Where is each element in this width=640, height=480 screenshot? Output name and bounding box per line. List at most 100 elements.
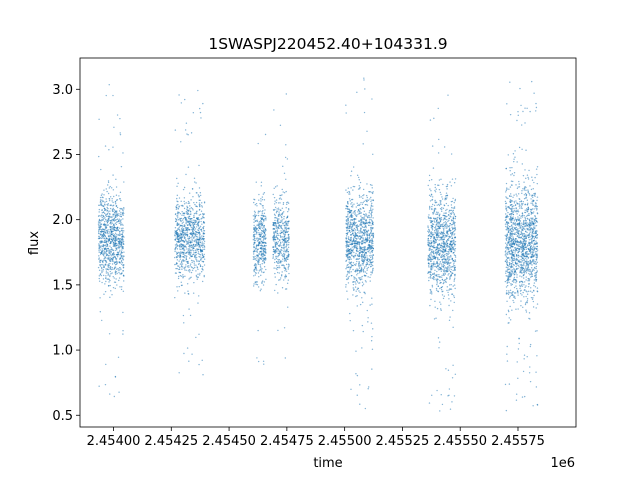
data-point (260, 198, 262, 200)
data-point (179, 240, 181, 242)
data-point (183, 259, 185, 262)
data-point (121, 236, 123, 238)
data-point (433, 278, 435, 281)
data-point (197, 268, 199, 271)
data-point (257, 260, 259, 262)
data-point (183, 236, 186, 238)
data-point (514, 210, 517, 213)
data-point (200, 218, 202, 220)
data-point (108, 333, 111, 335)
data-point (448, 258, 450, 260)
data-point (116, 261, 119, 263)
data-point (370, 230, 373, 233)
data-point (441, 247, 443, 249)
data-point (361, 284, 364, 287)
data-point (188, 308, 190, 310)
data-point (351, 226, 353, 228)
data-point (447, 214, 450, 216)
data-point (113, 126, 115, 128)
data-point (371, 258, 373, 261)
data-point (274, 242, 276, 244)
data-point (348, 241, 350, 243)
data-point (516, 287, 518, 290)
data-point (272, 193, 274, 196)
data-point (263, 363, 265, 365)
data-point (352, 329, 355, 332)
data-point (184, 252, 187, 255)
data-point (104, 217, 106, 219)
data-point (273, 228, 276, 230)
data-point (288, 209, 290, 211)
data-point (369, 276, 371, 279)
data-point (107, 235, 110, 237)
data-point (440, 237, 443, 239)
data-point (286, 158, 289, 160)
data-point (364, 237, 367, 239)
data-point (349, 257, 351, 259)
data-point (369, 237, 371, 239)
data-point (429, 219, 431, 222)
data-point (122, 240, 125, 243)
data-point (107, 215, 109, 218)
data-point (109, 268, 111, 271)
data-point (371, 184, 373, 187)
data-point (453, 182, 456, 184)
data-point (431, 145, 434, 147)
data-point (286, 282, 289, 285)
data-point (115, 257, 117, 260)
data-point (189, 269, 191, 271)
data-point (431, 220, 433, 222)
data-point (101, 281, 103, 284)
data-point (98, 251, 100, 253)
data-point (193, 260, 195, 263)
data-point (280, 252, 282, 255)
data-point (192, 231, 194, 233)
data-point (449, 316, 451, 318)
data-point (190, 244, 192, 246)
data-point (363, 229, 365, 231)
data-point (350, 239, 352, 242)
data-point (523, 189, 525, 191)
data-point (355, 249, 358, 252)
data-point (114, 256, 116, 258)
data-point (260, 200, 262, 202)
data-point (345, 207, 347, 210)
data-point (452, 219, 454, 222)
data-point (352, 166, 355, 168)
data-point (442, 223, 444, 225)
data-point (440, 217, 443, 219)
data-point (360, 264, 362, 266)
data-point (274, 258, 276, 261)
data-point (446, 232, 449, 234)
data-point (122, 333, 124, 335)
data-point (444, 195, 447, 197)
data-point (453, 262, 455, 265)
data-point (532, 268, 534, 270)
data-point (103, 194, 105, 196)
data-point (346, 270, 349, 273)
data-point (437, 337, 440, 339)
data-point (454, 266, 456, 269)
data-point (354, 269, 357, 271)
data-point (369, 280, 371, 282)
data-point (183, 212, 185, 214)
data-point (278, 252, 281, 254)
data-point (188, 257, 191, 259)
data-point (359, 247, 362, 249)
data-point (452, 264, 455, 266)
data-point (196, 223, 198, 226)
data-point (443, 279, 446, 281)
data-point (521, 163, 524, 165)
data-point (285, 93, 288, 95)
data-point (103, 251, 106, 253)
data-point (253, 218, 255, 221)
data-point (116, 239, 118, 241)
data-point (112, 242, 115, 244)
data-point (276, 268, 278, 271)
data-point (187, 243, 190, 245)
data-point (255, 281, 257, 283)
data-point (261, 212, 264, 214)
data-point (454, 178, 457, 180)
data-point (257, 239, 259, 241)
data-point (449, 270, 452, 273)
